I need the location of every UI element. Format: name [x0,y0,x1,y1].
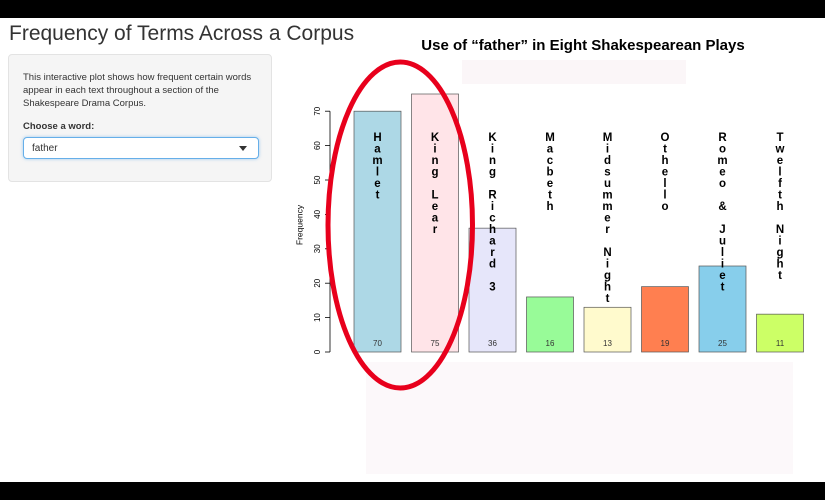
y-axis-tick-label: 20 [313,278,322,287]
bar [641,286,689,353]
sidebar-description: This interactive plot shows how frequent… [23,72,252,109]
bar [756,313,804,353]
word-select-value: father [32,143,58,154]
word-select-dropdown[interactable]: father [23,137,259,159]
bar [526,296,574,353]
y-axis-tick-label: 60 [313,141,322,150]
ghost-strip [462,60,686,84]
bar-value-label: 13 [603,339,612,348]
bottom-letterbox [0,482,825,500]
chart-title: Use of “father” in Eight Shakespearean P… [421,37,745,54]
bar [583,306,632,353]
bar-value-label: 70 [373,339,382,348]
bar [698,265,747,353]
bar-value-label: 11 [776,339,785,348]
y-axis-tick-label: 0 [313,349,322,354]
highlight-ellipse [325,59,475,391]
bar [353,110,402,353]
bar-value-label: 19 [661,339,670,348]
word-select-label: Choose a word: [23,121,95,132]
ghost-panel [366,362,793,474]
y-axis-tick-label: 10 [313,313,322,322]
y-axis-tick-label: 70 [313,106,322,115]
bar-value-label: 25 [718,339,727,348]
y-axis-tick-label: 50 [313,175,322,184]
y-axis-tick-label: 40 [313,209,322,218]
sidebar-panel: This interactive plot shows how frequent… [8,54,272,182]
chevron-down-icon[interactable] [239,146,247,151]
bar-value-label: 16 [546,339,555,348]
app-title: Frequency of Terms Across a Corpus [9,22,355,45]
y-axis-tick-label: 30 [313,244,322,253]
bar-value-label: 36 [488,339,497,348]
y-axis-label: Frequency [294,204,304,245]
bar [468,227,517,353]
bar-value-label: 75 [431,339,440,348]
bar [411,93,459,353]
top-letterbox [0,0,825,18]
